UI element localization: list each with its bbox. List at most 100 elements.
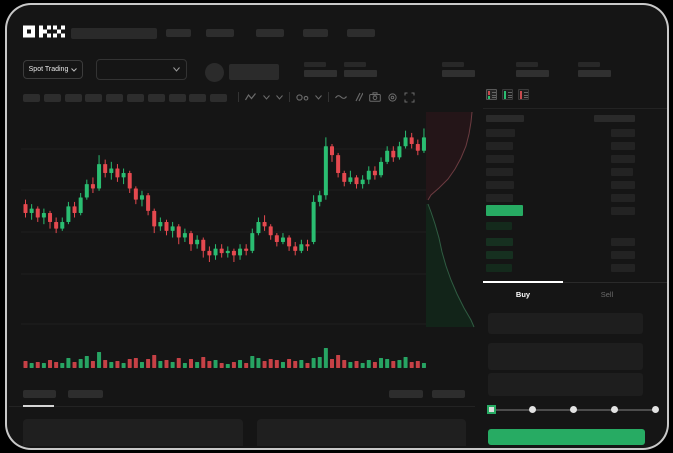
divider	[483, 282, 667, 283]
pair-name-placeholder	[229, 64, 279, 80]
candle-body	[403, 137, 408, 147]
ob-header-placeholder	[486, 115, 524, 122]
market-selector-label: Spot Trading	[28, 66, 69, 73]
volume-bar	[152, 355, 157, 368]
volume-bar	[280, 362, 285, 368]
camera-icon[interactable]	[369, 92, 381, 102]
bottom-action-placeholder[interactable]	[389, 390, 423, 398]
nav-item-placeholder[interactable]	[347, 29, 375, 37]
volume-bar	[164, 360, 169, 368]
timeframe-button-placeholder[interactable]	[210, 94, 228, 102]
slider-stop[interactable]	[611, 406, 618, 413]
tab-sell-label: Sell	[600, 289, 614, 299]
volume-bar	[103, 360, 108, 368]
nav-item-placeholder[interactable]	[256, 29, 284, 37]
bottom-tab-placeholder[interactable]	[68, 390, 103, 398]
indicators-icon[interactable]	[296, 93, 309, 102]
timeframe-button-placeholder[interactable]	[85, 94, 103, 102]
timeframe-button-placeholder[interactable]	[127, 94, 144, 102]
nav-item-placeholder[interactable]	[166, 29, 191, 37]
candle-body	[330, 146, 334, 156]
chevron-down-icon[interactable]	[263, 94, 270, 100]
bid-row-total-bar	[611, 251, 635, 259]
volume-bar	[219, 363, 224, 368]
volume-bar	[176, 358, 181, 368]
divider	[9, 406, 475, 407]
slider-stop[interactable]	[529, 406, 536, 413]
volume-bar	[268, 359, 273, 368]
candle-body	[238, 248, 243, 256]
candle-body	[299, 244, 304, 251]
candle-body	[127, 172, 132, 189]
candle-body	[84, 184, 89, 198]
volume-bar	[348, 362, 353, 368]
timeframe-button-placeholder[interactable]	[23, 94, 40, 102]
order-total-input[interactable]	[488, 373, 643, 396]
slider-stop[interactable]	[570, 406, 577, 413]
chevron-down-icon[interactable]	[315, 94, 322, 100]
pair-dropdown[interactable]	[96, 59, 187, 80]
timeframe-button-placeholder[interactable]	[106, 94, 124, 102]
search-input[interactable]	[71, 28, 157, 39]
timeframe-button-placeholder[interactable]	[147, 94, 165, 102]
bid-row-total-bar	[611, 264, 635, 272]
order-book[interactable]	[483, 107, 667, 285]
bid-row-total-bar	[611, 238, 635, 246]
ask-row-size-bar	[486, 181, 514, 189]
volume-bar	[109, 362, 114, 368]
candle-body	[78, 197, 83, 214]
bottom-tab-placeholder[interactable]	[23, 390, 56, 398]
tab-buy[interactable]: Buy	[483, 288, 563, 300]
volume-bar	[201, 357, 206, 368]
submit-buy-button[interactable]	[488, 429, 645, 445]
volume-bar	[311, 358, 316, 368]
timeframe-button-placeholder[interactable]	[43, 94, 61, 102]
book-both-icon[interactable]	[486, 89, 497, 100]
candlestick-chart[interactable]	[21, 112, 426, 372]
candle-body	[109, 168, 114, 173]
settings-icon[interactable]	[387, 92, 398, 103]
nav-item-placeholder[interactable]	[206, 29, 234, 37]
candle-body	[213, 248, 218, 256]
bottom-action-placeholder[interactable]	[432, 390, 465, 398]
volume-bar	[421, 363, 426, 368]
stat-value-placeholder	[578, 70, 611, 77]
wave-icon[interactable]	[335, 93, 347, 101]
volume-bar	[139, 362, 144, 368]
timeframe-button-placeholder[interactable]	[189, 94, 207, 102]
market-selector-button[interactable]: Spot Trading	[23, 60, 83, 79]
slider-stop-active[interactable]	[487, 405, 496, 414]
order-amount-input[interactable]	[488, 343, 643, 370]
candle-body	[323, 146, 328, 196]
candle-body	[54, 221, 59, 229]
compare-icon[interactable]	[353, 92, 363, 102]
candle-body	[415, 144, 420, 151]
candle-body	[348, 177, 353, 182]
candle-body	[189, 233, 194, 245]
app-window: Spot Trading	[5, 3, 669, 450]
order-price-input[interactable]	[488, 313, 643, 334]
tab-sell[interactable]: Sell	[563, 288, 651, 300]
volume-bar	[336, 355, 341, 368]
volume-bar	[366, 360, 371, 368]
timeframe-button-placeholder[interactable]	[168, 94, 186, 102]
nav-item-placeholder[interactable]	[303, 29, 328, 37]
volume-bar	[195, 362, 200, 368]
book-asks-icon[interactable]	[518, 89, 529, 100]
chart-type-icon[interactable]	[245, 92, 257, 102]
candle-body	[201, 239, 206, 251]
candle-body	[336, 155, 341, 173]
ask-row-size-bar	[486, 142, 513, 150]
candle-body	[391, 150, 396, 158]
volume-bar	[409, 362, 414, 368]
candle-body	[280, 237, 285, 242]
candle-body	[23, 204, 28, 214]
fullscreen-icon[interactable]	[404, 92, 415, 103]
stat-label-placeholder	[578, 62, 600, 67]
slider-stop[interactable]	[652, 406, 659, 413]
volume-bar	[317, 357, 322, 368]
chevron-down-icon[interactable]	[276, 94, 283, 100]
book-bids-icon[interactable]	[502, 89, 513, 100]
volume-bar	[244, 363, 249, 368]
timeframe-button-placeholder[interactable]	[64, 94, 82, 102]
